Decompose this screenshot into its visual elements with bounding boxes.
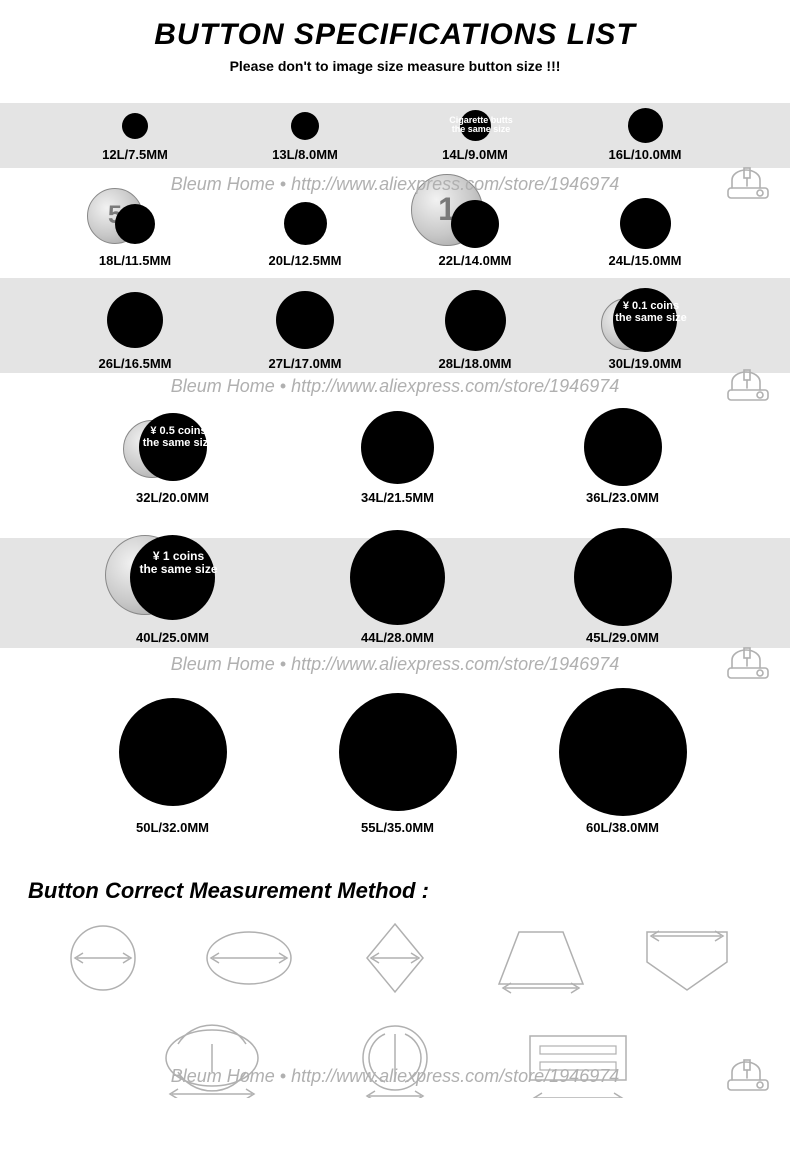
button-size-label: 13L/8.0MM: [215, 147, 395, 162]
button-size-label: 20L/12.5MM: [215, 253, 395, 268]
button-size-label: 22L/14.0MM: [385, 253, 565, 268]
button-size-cell: 36L/23.0MM: [533, 408, 713, 505]
button-size-cell: 518L/11.5MM: [45, 198, 225, 268]
button-size-label: 28L/18.0MM: [385, 356, 565, 371]
button-size-label: 45L/29.0MM: [533, 630, 713, 645]
button-circle: [276, 291, 334, 349]
button-circle: [445, 290, 506, 351]
measurement-shapes-row-2: [0, 1018, 790, 1103]
button-size-row: 1¥ 1 coinsthe same size40L/25.0MM 44L/28.…: [0, 528, 790, 652]
button-size-label: 12L/7.5MM: [45, 147, 225, 162]
page-subtitle: Please don't to image size measure butto…: [0, 58, 790, 74]
button-size-label: 55L/35.0MM: [308, 820, 488, 835]
button-size-cell: 24L/15.0MM: [555, 198, 735, 268]
button-size-label: 44L/28.0MM: [308, 630, 488, 645]
button-size-row: 518L/11.5MM20L/12.5MM122L/14.0MM24L/15.0…: [0, 198, 790, 275]
button-size-cell: 44L/28.0MM: [308, 528, 488, 645]
button-circle: [130, 535, 215, 620]
button-size-cell: 27L/17.0MM: [215, 288, 395, 371]
button-circle: [139, 413, 207, 481]
button-circle: [451, 200, 499, 248]
button-circle: [339, 693, 457, 811]
button-size-cell: 1¥ 0.1 coinsthe same size30L/19.0MM: [555, 288, 735, 371]
button-size-cell: 5¥ 0.5 coinsthe same size32L/20.0MM: [83, 408, 263, 505]
button-size-cell: 55L/35.0MM: [308, 688, 488, 835]
button-circle: [628, 108, 663, 143]
button-circle: [559, 688, 687, 816]
measurement-shapes-row-1: [0, 918, 790, 1003]
watermark-text: Bleum Home • http://www.aliexpress.com/s…: [0, 654, 790, 675]
button-circle: [620, 198, 671, 249]
button-circle: [613, 288, 677, 352]
button-circle: [115, 204, 155, 244]
button-size-cell: 12L/7.5MM: [45, 108, 225, 162]
measure-shape-trapezoid: [481, 918, 601, 1003]
button-size-cell: 60L/38.0MM: [533, 688, 713, 835]
watermark-text: Bleum Home • http://www.aliexpress.com/s…: [0, 376, 790, 397]
button-size-label: 18L/11.5MM: [45, 253, 225, 268]
button-circle: [119, 698, 227, 806]
button-size-cell: 28L/18.0MM: [385, 288, 565, 371]
button-size-label: 26L/16.5MM: [45, 356, 225, 371]
button-circle: [291, 112, 319, 140]
button-size-cell: 26L/16.5MM: [45, 288, 225, 371]
button-size-cell: 45L/29.0MM: [533, 528, 713, 645]
button-size-cell: Cigarette buttsthe same size14L/9.0MM: [385, 108, 565, 162]
button-size-cell: 50L/32.0MM: [83, 688, 263, 835]
button-size-label: 24L/15.0MM: [555, 253, 735, 268]
button-circle: [574, 528, 672, 626]
button-circle: [107, 292, 163, 348]
button-circle: [350, 530, 445, 625]
button-size-row: 50L/32.0MM 55L/35.0MM 60L/38.0MM: [0, 688, 790, 842]
button-size-label: 27L/17.0MM: [215, 356, 395, 371]
button-size-cell: 20L/12.5MM: [215, 198, 395, 268]
measurement-method-title: Button Correct Measurement Method :: [28, 878, 429, 904]
measure-shape-buckle-rect: [518, 1018, 638, 1103]
page-title: BUTTON SPECIFICATIONS LIST: [0, 18, 790, 52]
button-circle: [460, 110, 491, 141]
button-size-label: 30L/19.0MM: [555, 356, 735, 371]
button-size-row: 5¥ 0.5 coinsthe same size32L/20.0MM 34L/2…: [0, 408, 790, 512]
measure-shape-circle: [43, 918, 163, 1003]
button-size-cell: 122L/14.0MM: [385, 198, 565, 268]
button-circle: [122, 113, 148, 139]
button-size-cell: 34L/21.5MM: [308, 408, 488, 505]
measure-shape-buckle-oval: [152, 1018, 272, 1103]
button-size-label: 16L/10.0MM: [555, 147, 735, 162]
measure-shape-ellipse: [189, 918, 309, 1003]
measure-shape-diamond: [335, 918, 455, 1003]
button-size-label: 32L/20.0MM: [83, 490, 263, 505]
button-size-row: 26L/16.5MM27L/17.0MM28L/18.0MM1¥ 0.1 coi…: [0, 288, 790, 378]
button-size-cell: 1¥ 1 coinsthe same size40L/25.0MM: [83, 528, 263, 645]
button-size-label: 14L/9.0MM: [385, 147, 565, 162]
button-size-cell: 16L/10.0MM: [555, 108, 735, 162]
button-circle: [584, 408, 662, 486]
button-size-row: 12L/7.5MM13L/8.0MMCigarette buttsthe sam…: [0, 108, 790, 169]
button-size-cell: 13L/8.0MM: [215, 108, 395, 162]
button-circle: [284, 202, 327, 245]
button-size-label: 34L/21.5MM: [308, 490, 488, 505]
button-circle: [361, 411, 434, 484]
button-size-label: 60L/38.0MM: [533, 820, 713, 835]
measure-shape-buckle-round: [335, 1018, 455, 1103]
button-size-label: 36L/23.0MM: [533, 490, 713, 505]
button-size-label: 50L/32.0MM: [83, 820, 263, 835]
measure-shape-pentagon: [627, 918, 747, 1003]
button-size-label: 40L/25.0MM: [83, 630, 263, 645]
